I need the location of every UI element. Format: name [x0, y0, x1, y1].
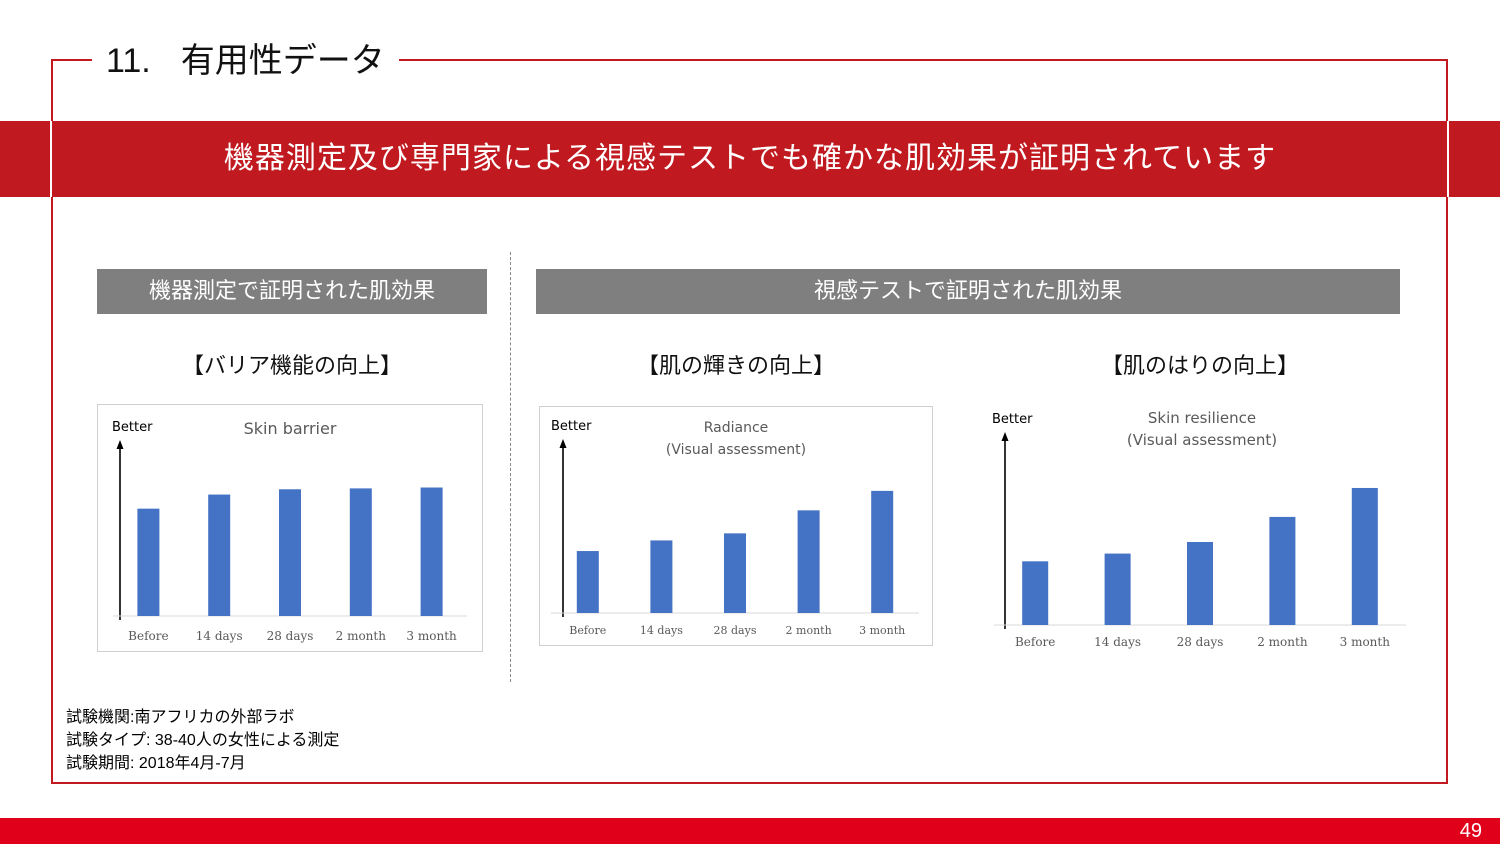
headline-banner — [0, 121, 1500, 197]
note-test-type: 試験タイプ: 38-40人の女性による測定 — [66, 732, 340, 749]
radiance-chart: Radiance (Visual assessment) Better Before 1… — [539, 406, 933, 646]
chart-svg: Skin barrier Better Before 14 days 28 days 2 … — [97, 404, 483, 652]
category-label: 14 days — [640, 624, 683, 637]
bar — [871, 490, 894, 613]
category-label: 14 days — [196, 629, 243, 643]
section-number: 11. — [106, 42, 151, 80]
chart-svg: Skin resilience (Visual assessment) Better… — [992, 409, 1406, 649]
page-number: 49 — [1459, 820, 1482, 842]
arrow-head — [116, 440, 124, 449]
chart-title: (Visual assessment) — [666, 442, 806, 458]
bar — [1022, 561, 1049, 625]
test-notes: 試験機関:南アフリカの外部ラボ 試験タイプ: 38-40人の女性による測定 試験… — [66, 706, 339, 775]
bar — [1269, 516, 1296, 625]
bar — [576, 551, 599, 613]
bar — [1104, 553, 1131, 625]
y-axis-label: Better — [992, 412, 1033, 427]
category-label: 2 month — [786, 624, 832, 637]
skin-resilience-chart: Skin resilience (Visual assessment) Better… — [988, 402, 1412, 656]
banner-divider-right — [1447, 121, 1449, 197]
note-period: 試験期間: 2018年4月-7月 — [66, 755, 246, 772]
chart-title: (Visual assessment) — [1127, 431, 1277, 449]
bar — [279, 489, 301, 616]
category-label: 2 month — [1257, 635, 1308, 649]
category-label: Before — [1015, 635, 1055, 649]
y-axis-label: Better — [112, 420, 153, 435]
bar — [797, 510, 820, 613]
category-label: 3 month — [1340, 635, 1391, 649]
bar — [137, 508, 160, 616]
headline-text: 機器測定及び専門家による視感テストでも確かな肌効果が証明されています — [223, 141, 1277, 176]
category-label: 14 days — [1094, 635, 1141, 649]
category-label: 3 month — [406, 629, 457, 643]
chart-title: Skin barrier — [244, 419, 337, 438]
arrow-head — [1001, 432, 1009, 441]
left-panel-heading: 機器測定で証明された肌効果 — [97, 269, 487, 314]
skin-barrier-chart: Skin barrier Better Before 14 days 28 days 2 … — [97, 404, 483, 652]
content-frame — [51, 59, 1448, 784]
bar — [1187, 542, 1213, 625]
bar — [650, 540, 673, 613]
category-label: 28 days — [1177, 635, 1224, 649]
chart-caption-radiance: 【肌の輝きの向上】 — [636, 354, 835, 379]
note-institution: 試験機関:南アフリカの外部ラボ — [66, 709, 295, 726]
bar — [208, 494, 231, 616]
category-label: 28 days — [267, 629, 314, 643]
banner-divider-left — [50, 121, 52, 197]
chart-title: Radiance — [704, 420, 769, 436]
bar — [420, 487, 443, 616]
category-label: Before — [569, 624, 606, 637]
y-axis-label: Better — [551, 419, 592, 434]
chart-svg: Radiance (Visual assessment) Better Before 1… — [539, 406, 933, 646]
bar — [349, 488, 372, 616]
section-title: 11. 有用性データ — [92, 38, 399, 84]
footer-bar — [0, 818, 1500, 844]
bar — [1351, 487, 1378, 625]
right-panel-heading: 視感テストで証明された肌効果 — [536, 269, 1400, 314]
category-label: Before — [128, 629, 168, 643]
arrow-head — [559, 439, 567, 448]
chart-caption-barrier: 【バリア機能の向上】 — [181, 354, 402, 379]
chart-title: Skin resilience — [1148, 409, 1256, 427]
chart-caption-resilience: 【肌のはりの向上】 — [1100, 354, 1299, 379]
section-title-text: 有用性データ — [180, 41, 385, 81]
category-label: 28 days — [714, 624, 757, 637]
panel-divider — [510, 252, 511, 682]
bar — [724, 533, 746, 613]
category-label: 2 month — [336, 629, 387, 643]
category-label: 3 month — [859, 624, 905, 637]
